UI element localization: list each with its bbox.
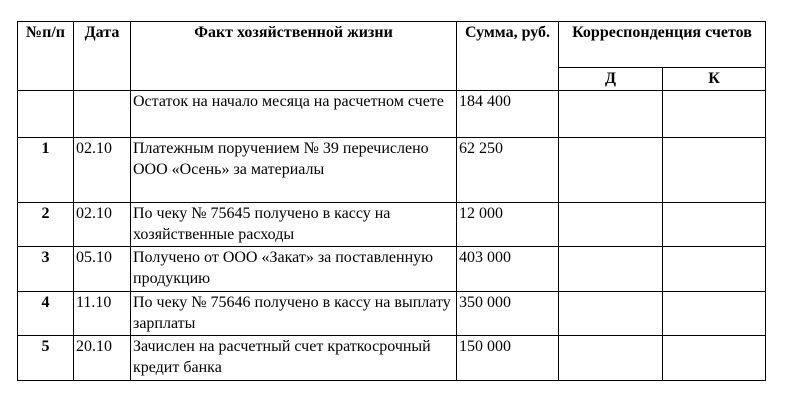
cell-d: [558, 202, 663, 247]
header-fact: Факт хозяйственной жизни: [130, 21, 457, 91]
cell-date: 05.10: [73, 246, 131, 292]
cell-num: 2: [17, 202, 74, 247]
cell-num: 3: [17, 246, 74, 292]
cell-d: [558, 137, 663, 203]
cell-fact: По чеку № 75646 получено в кассу на выпл…: [130, 291, 457, 336]
cell-date: 02.10: [73, 137, 131, 203]
cell-fact: Получено от ООО «Закат» за поставленную …: [130, 246, 457, 292]
cell-d: [558, 246, 663, 292]
cell-fact: Остаток на начало месяца на расчетном сч…: [130, 90, 457, 138]
cell-k: [662, 90, 766, 138]
cell-fact: Платежным поручением № 39 перечислено ОО…: [130, 137, 457, 203]
cell-sum: 350 000: [456, 291, 559, 336]
cell-d: [558, 291, 663, 336]
cell-num: 1: [17, 137, 74, 203]
cell-sum: 12 000: [456, 202, 559, 247]
table-row: Остаток на начало месяца на расчетном сч…: [17, 90, 766, 138]
cell-num: 4: [17, 291, 74, 336]
cell-k: [662, 137, 766, 203]
operations-table: №п/п Дата Факт хозяйственной жизни Сумма…: [17, 21, 766, 381]
table-row: 1 02.10 Платежным поручением № 39 перечисл…: [17, 137, 766, 203]
cell-sum: 62 250: [456, 137, 559, 203]
table-row: 2 02.10 По чеку № 75645 получено в кассу н…: [17, 202, 766, 247]
cell-fact: Зачислен на расчетный счет краткосрочный…: [130, 335, 457, 381]
cell-sum: 150 000: [456, 335, 559, 381]
table-row: 4 11.10 По чеку № 75646 получено в кассу н…: [17, 291, 766, 336]
header-num: №п/п: [17, 21, 74, 91]
header-date: Дата: [73, 21, 131, 91]
cell-k: [662, 246, 766, 292]
table-row: 5 20.10 Зачислен на расчетный счет краткос…: [17, 335, 766, 381]
cell-k: [662, 202, 766, 247]
header-sum: Сумма, руб.: [456, 21, 559, 91]
header-debit: Д: [558, 67, 663, 91]
cell-d: [558, 335, 663, 381]
cell-k: [662, 335, 766, 381]
cell-fact: По чеку № 75645 получено в кассу на хозя…: [130, 202, 457, 247]
header-corr: Корреспонденция счетов: [558, 21, 766, 68]
cell-date: 11.10: [73, 291, 131, 336]
cell-num: [17, 90, 74, 138]
cell-date: 20.10: [73, 335, 131, 381]
cell-sum: 403 000: [456, 246, 559, 292]
cell-date: [73, 90, 131, 138]
cell-num: 5: [17, 335, 74, 381]
cell-k: [662, 291, 766, 336]
cell-sum: 184 400: [456, 90, 559, 138]
table-row: 3 05.10 Получено от ООО «Закат» за поставл…: [17, 246, 766, 292]
header-credit: К: [662, 67, 766, 91]
cell-date: 02.10: [73, 202, 131, 247]
cell-d: [558, 90, 663, 138]
